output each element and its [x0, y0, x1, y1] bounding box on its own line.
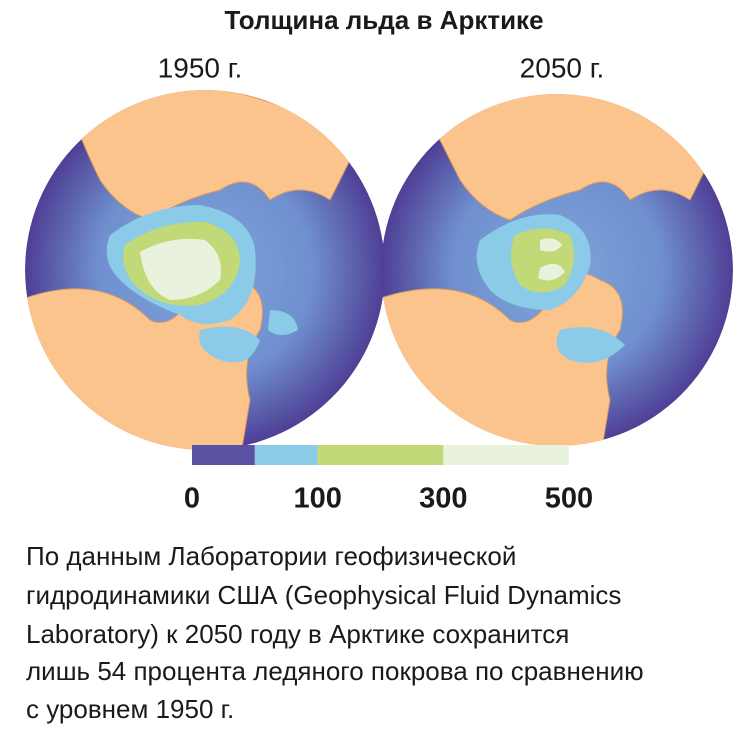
- legend-tick-label: 500: [545, 483, 593, 515]
- caption-line: По данным Лаборатории геофизической: [26, 541, 516, 571]
- legend-swatch: [192, 445, 255, 465]
- caption-line: Laboratory) к 2050 году в Арктике сохран…: [26, 619, 569, 649]
- map-label: 2050 г.: [520, 52, 605, 83]
- legend-tick-label: 0: [184, 483, 200, 515]
- legend-swatch: [443, 445, 569, 465]
- map-label: 1950 г.: [158, 52, 243, 83]
- legend: 0 100 300 500: [184, 445, 593, 515]
- legend-tick-label: 300: [419, 483, 467, 515]
- map-1950: [25, 90, 385, 450]
- title: Толщина льда в Арктике: [224, 5, 543, 35]
- caption-line: гидродинамики США (Geophysical Fluid Dyn…: [26, 580, 621, 610]
- legend-swatch: [254, 445, 318, 465]
- caption: По данным Лаборатории геофизической гидр…: [26, 541, 644, 724]
- caption-line: лишь 54 процента ледяного покрова по сра…: [26, 656, 644, 686]
- caption-line: с уровнем 1950 г.: [26, 694, 234, 724]
- legend-swatch: [317, 445, 444, 465]
- legend-tick-label: 100: [293, 483, 341, 515]
- map-2050: [381, 94, 733, 446]
